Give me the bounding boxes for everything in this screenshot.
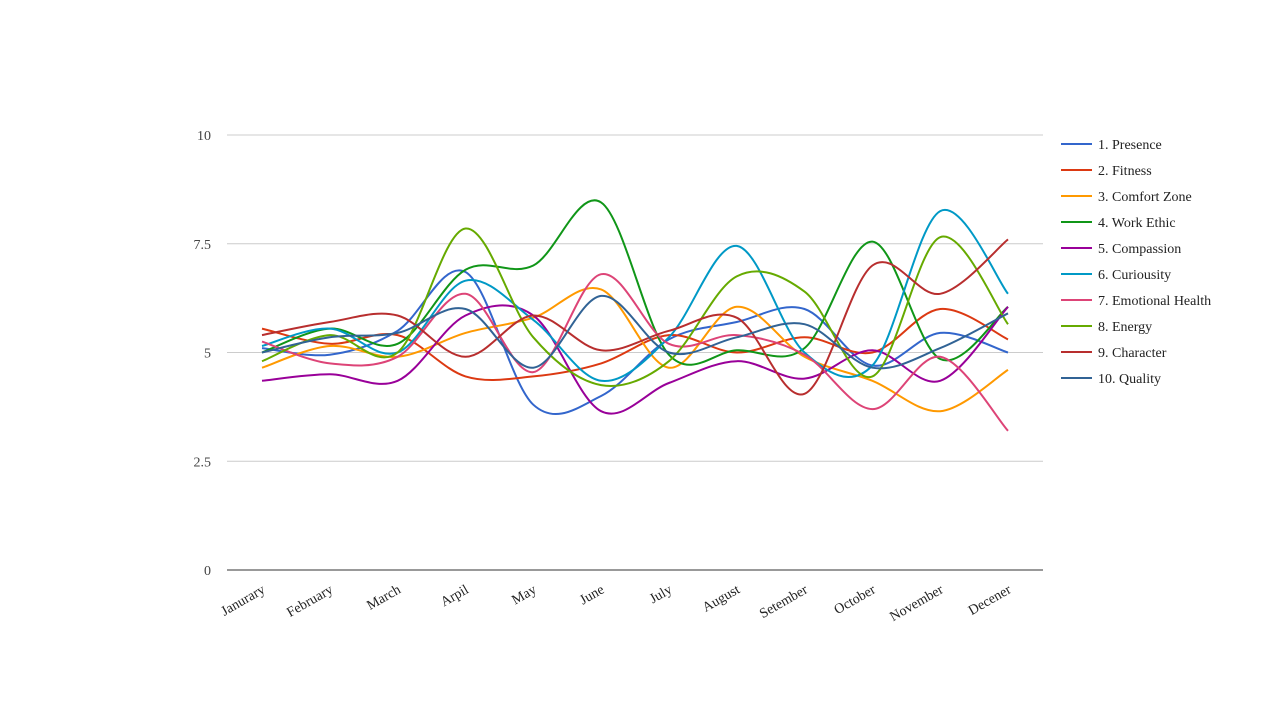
legend-item: 5. Compassion: [1061, 242, 1181, 257]
legend-item: 1. Presence: [1061, 138, 1162, 153]
legend-label: 1. Presence: [1098, 138, 1162, 153]
x-tick-label: November: [888, 582, 947, 625]
legend-label: 3. Comfort Zone: [1098, 190, 1192, 205]
x-tick-label: August: [700, 582, 743, 615]
legend-label: 8. Energy: [1098, 320, 1152, 335]
y-tick-label: 5: [204, 347, 211, 362]
legend-item: 2. Fitness: [1061, 164, 1152, 179]
series-lines: [261, 199, 1009, 432]
legend-label: 7. Emotional Health: [1098, 294, 1211, 309]
x-tick-label: March: [364, 582, 403, 613]
series-line-7: [261, 273, 1009, 432]
series-line-9: [261, 238, 1009, 396]
legend-label: 6. Curiousity: [1098, 268, 1171, 283]
x-tick-label: Arpil: [438, 582, 471, 610]
x-tick-label: October: [832, 582, 879, 618]
series-line-4: [261, 199, 1009, 366]
x-tick-label: February: [285, 582, 336, 620]
legend-item: 9. Character: [1061, 346, 1167, 361]
series-line-8: [261, 227, 1009, 387]
legend-label: 5. Compassion: [1098, 242, 1181, 257]
legend: 1. Presence 2. Fitness 3. Comfort Zone 4. W…: [1061, 138, 1211, 387]
gridlines: [227, 134, 1043, 462]
legend-item: 3. Comfort Zone: [1061, 190, 1192, 205]
x-tick-label: June: [577, 582, 607, 608]
y-tick-label: 0: [204, 564, 211, 579]
x-tick-label: July: [647, 582, 675, 607]
legend-item: 6. Curiousity: [1061, 268, 1171, 283]
x-axis-ticks: Janurary February March Arpil May June July Aug…: [219, 582, 1015, 625]
legend-label: 10. Quality: [1098, 372, 1161, 387]
series-line-10: [261, 294, 1009, 370]
x-tick-label: Decener: [966, 582, 1014, 618]
y-axis-ticks: 0 2.5 5 7.5 10: [194, 129, 212, 579]
legend-item: 7. Emotional Health: [1061, 294, 1211, 309]
legend-label: 2. Fitness: [1098, 164, 1152, 179]
series-line-5: [261, 304, 1009, 415]
legend-label: 4. Work Ethic: [1098, 216, 1176, 231]
y-tick-label: 2.5: [194, 455, 212, 470]
y-tick-label: 10: [197, 129, 211, 144]
y-tick-label: 7.5: [194, 238, 212, 253]
x-tick-label: Janurary: [219, 582, 268, 619]
legend-label: 9. Character: [1098, 346, 1167, 361]
legend-item: 8. Energy: [1061, 320, 1152, 335]
x-tick-label: May: [510, 582, 540, 608]
legend-item: 4. Work Ethic: [1061, 216, 1176, 231]
legend-item: 10. Quality: [1061, 372, 1161, 387]
x-tick-label: Setember: [757, 582, 811, 622]
